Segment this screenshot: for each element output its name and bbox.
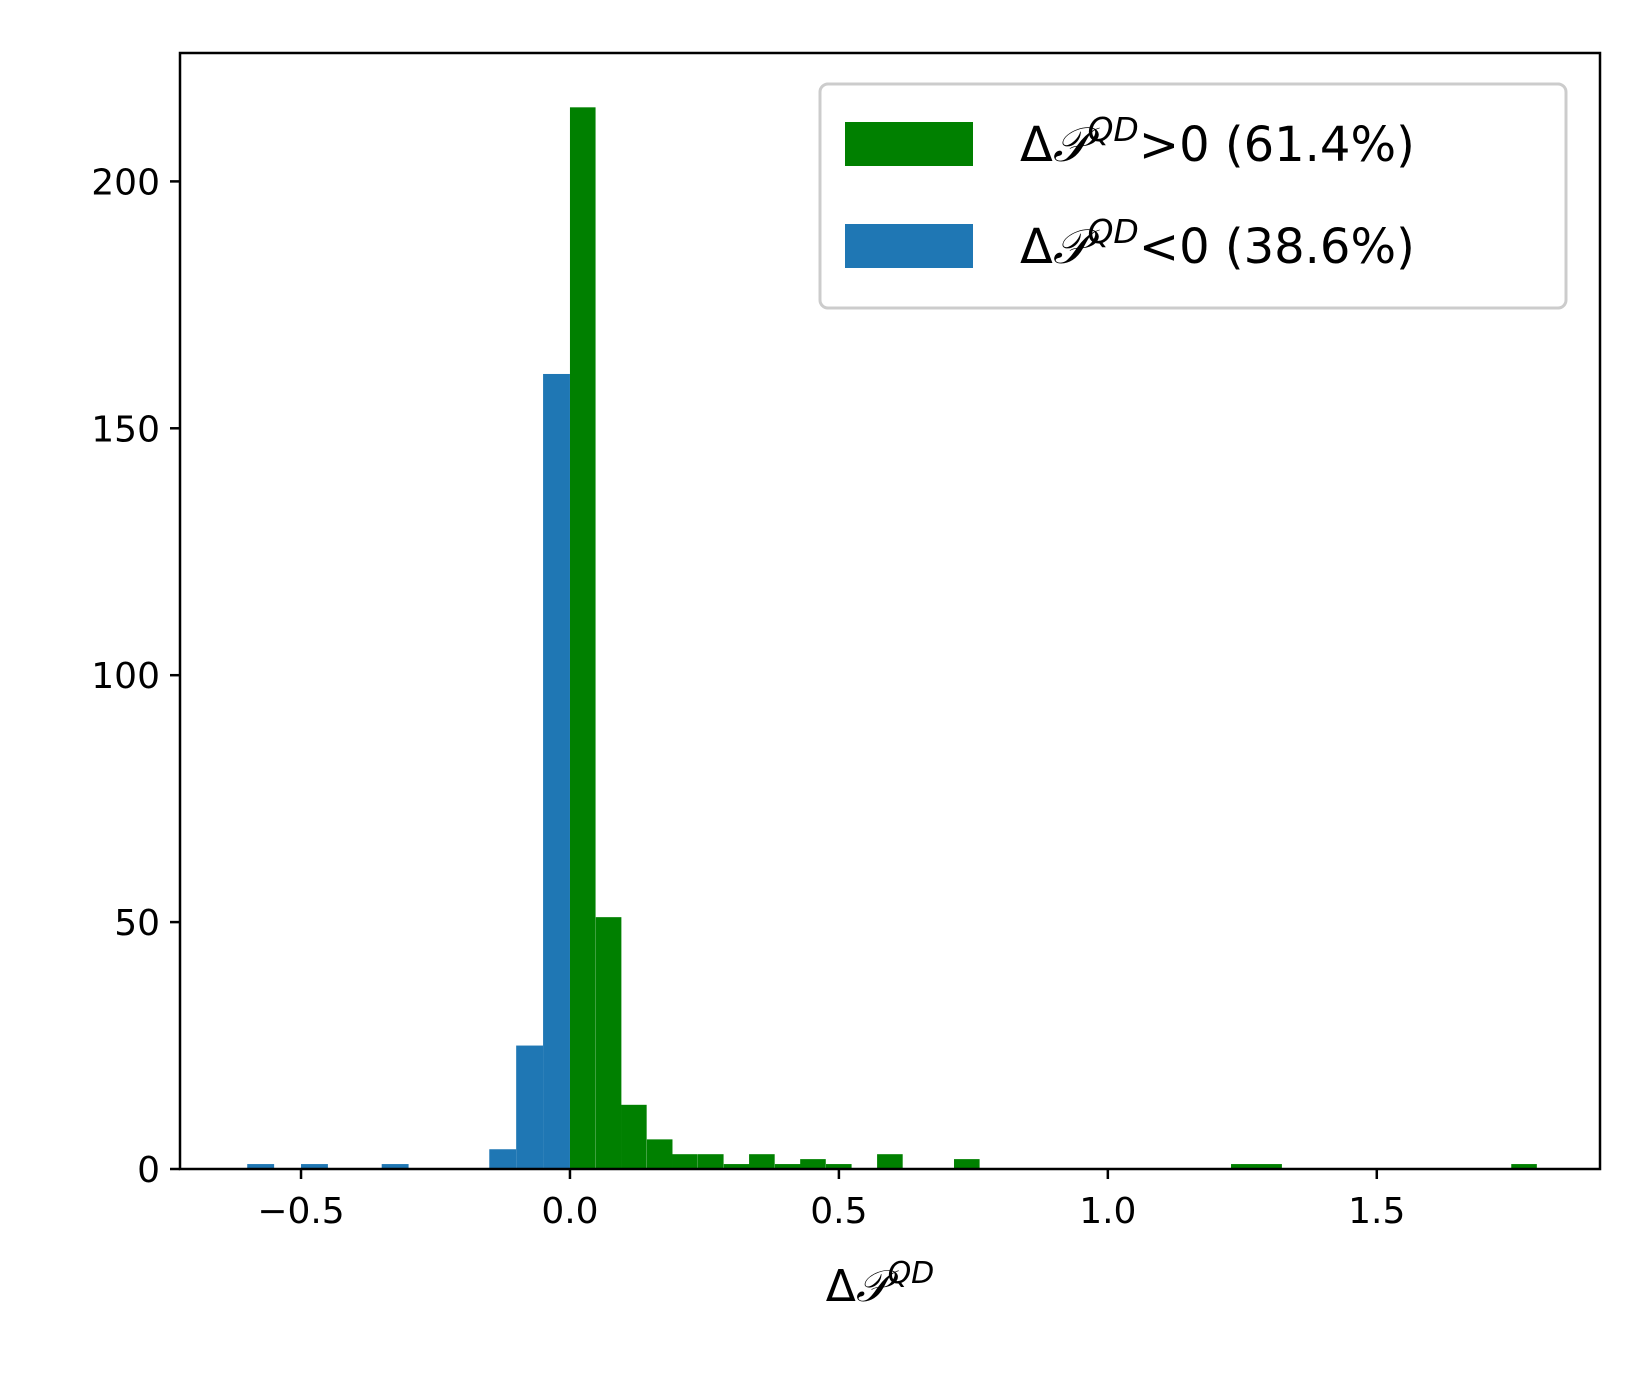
legend-box (818, 82, 1568, 310)
positive-bar-5 (697, 1154, 724, 1169)
x-tick-label-3: 1.0 (1079, 1191, 1136, 1232)
x-tick-label-2: 0.5 (810, 1191, 867, 1232)
legend-swatch-positive (845, 122, 973, 166)
y-tick-label-2: 100 (91, 656, 160, 697)
negative-bar-5 (543, 373, 570, 1170)
positive-bar-4 (672, 1154, 698, 1169)
positive-bar-11 (877, 1154, 903, 1169)
bars-layer (247, 107, 1537, 1170)
x-tick-label-4: 1.5 (1348, 1191, 1405, 1232)
y-tick-label-1: 50 (114, 903, 160, 944)
x-axis-ticks: −0.5 0.0 0.5 1.0 1.5 (257, 1169, 1405, 1232)
legend-negative-suffix: <0 (38.6%) (1139, 219, 1415, 275)
y-axis-ticks: 0 50 100 150 200 (91, 162, 180, 1191)
legend-negative-prefix: Δ (1020, 219, 1053, 275)
x-tick-label-1: 0.0 (541, 1191, 598, 1232)
positive-bar-9 (800, 1159, 826, 1169)
x-tick-label-0: −0.5 (257, 1191, 344, 1232)
x-axis-label: Δ𝒫QD (826, 1256, 935, 1312)
negative-bar-4 (516, 1045, 544, 1169)
negative-bar-1 (301, 1164, 328, 1169)
x-axis-label-superscript: QD (888, 1256, 935, 1291)
y-tick-label-4: 200 (91, 162, 160, 203)
negative-bar-0 (247, 1164, 275, 1169)
positive-bar-15 (1511, 1164, 1537, 1169)
legend-label-negative: Δ𝒫QD<0 (38.6%) (1020, 212, 1415, 275)
legend-positive-suffix: >0 (61.4%) (1139, 117, 1415, 173)
positive-bar-13 (1231, 1164, 1257, 1169)
y-tick-label-0: 0 (137, 1150, 160, 1191)
positive-bar-12 (954, 1159, 980, 1169)
legend: Δ𝒫QD>0 (61.4%) Δ𝒫QD<0 (38.6%) (818, 82, 1568, 310)
positive-bar-14 (1256, 1164, 1282, 1169)
positive-bar-8 (774, 1164, 801, 1169)
legend-positive-superscript: QD (1087, 110, 1138, 149)
x-axis-label-prefix: Δ (826, 1261, 856, 1312)
legend-negative-superscript: QD (1087, 212, 1138, 251)
legend-swatch-negative (845, 224, 973, 268)
positive-bar-6 (723, 1164, 750, 1169)
positive-bar-1 (595, 917, 622, 1169)
positive-bar-7 (749, 1154, 775, 1169)
legend-positive-prefix: Δ (1020, 117, 1053, 173)
positive-bar-10 (825, 1164, 852, 1169)
y-tick-label-3: 150 (91, 409, 160, 450)
plot-area-frame (178, 51, 1602, 1171)
positive-bar-2 (621, 1104, 647, 1169)
positive-bar-0 (569, 107, 596, 1170)
negative-bar-2 (381, 1164, 409, 1169)
negative-bar-3 (489, 1149, 517, 1169)
legend-label-positive: Δ𝒫QD>0 (61.4%) (1020, 110, 1415, 173)
positive-bar-3 (646, 1139, 673, 1169)
